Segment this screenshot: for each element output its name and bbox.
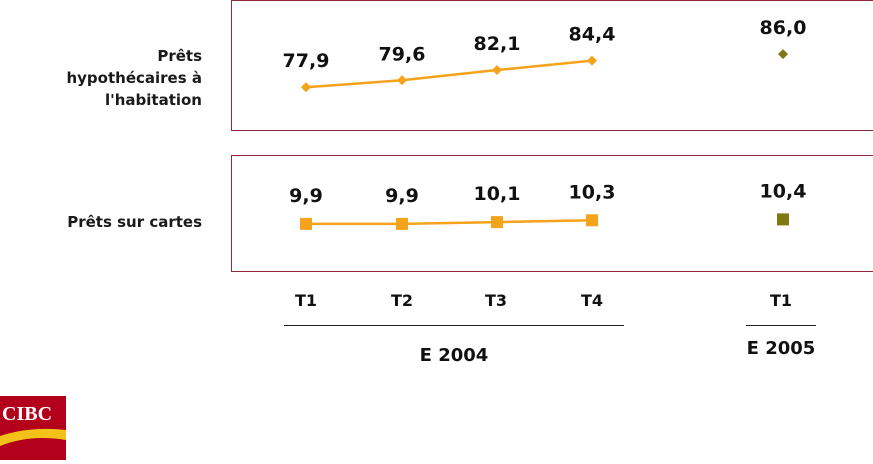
quarter-label-t4-2004: T4	[580, 291, 604, 310]
data-label-1-1-4: 10,4	[760, 180, 807, 202]
mortgage-row-label: Prêts hypothécaires à l'habitation	[66, 47, 202, 109]
year-2004-label: E 2004	[419, 345, 489, 366]
data-point-1-0-1	[396, 217, 408, 230]
data-label-1-0-0: 9,9	[289, 185, 323, 207]
data-point-1-0-0	[300, 217, 312, 230]
data-label-1-0-2: 10,1	[474, 183, 521, 205]
quarter-label-t2-2004: T2	[390, 291, 414, 310]
cards-panel	[231, 155, 873, 272]
logo-text: CIBC	[2, 403, 52, 425]
data-point-0-0-2	[492, 65, 502, 76]
data-label-0-0-1: 79,6	[379, 43, 426, 65]
data-label-0-0-2: 82,1	[474, 33, 521, 55]
data-point-1-0-3	[586, 214, 598, 227]
series-line-1-0	[306, 219, 593, 226]
data-point-0-0-3	[587, 55, 597, 66]
data-point-1-1-4	[777, 213, 789, 226]
data-label-1-0-1: 9,9	[385, 185, 419, 207]
year-2005-rule	[746, 325, 816, 326]
series-line-0-0	[305, 59, 593, 89]
data-label-0-1-4: 86,0	[760, 17, 807, 39]
cards-row-label: Prêts sur cartes	[67, 213, 202, 231]
data-label-0-0-3: 84,4	[569, 24, 616, 46]
quarter-label-t3-2004: T3	[484, 291, 508, 310]
year-2004-rule	[284, 325, 624, 326]
data-point-0-0-0	[301, 82, 311, 93]
data-point-0-1-4	[778, 49, 788, 60]
cibc-logo: CIBC	[0, 396, 66, 460]
mortgage-panel	[231, 0, 873, 131]
quarter-label-t1-2004: T1	[294, 291, 318, 310]
year-2005-label: E 2005	[746, 338, 816, 359]
quarter-label-t1-2005: T1	[769, 291, 793, 310]
data-point-1-0-2	[491, 216, 503, 229]
data-label-0-0-0: 77,9	[283, 50, 330, 72]
data-label-1-0-3: 10,3	[569, 181, 616, 203]
data-point-0-0-1	[397, 75, 407, 86]
